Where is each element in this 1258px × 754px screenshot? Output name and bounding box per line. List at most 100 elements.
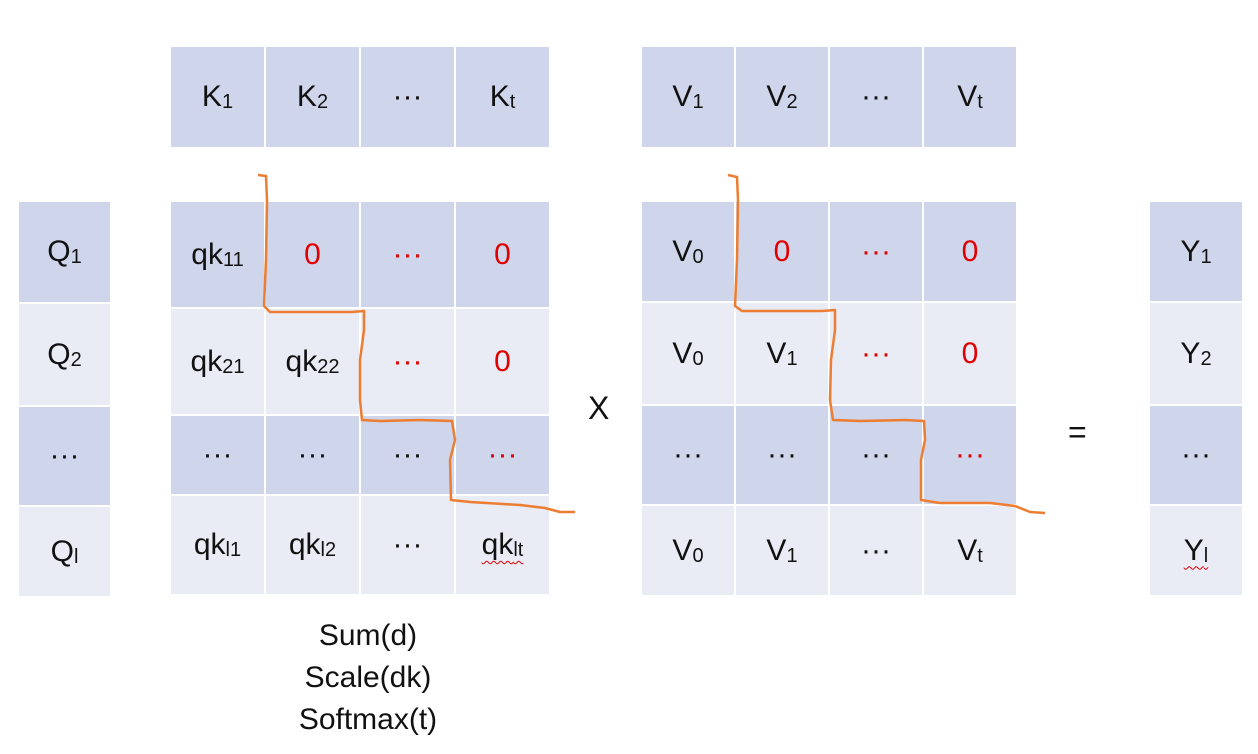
output-label: Y2	[1180, 337, 1211, 371]
query-subscript: 1	[70, 246, 82, 268]
value-matrix-label: ···	[673, 438, 703, 472]
qk-score-cell: qk21	[171, 309, 264, 414]
value-matrix-symbol: ···	[861, 336, 891, 370]
qk-score-cell: 0	[456, 202, 549, 307]
value-matrix-subscript: 0	[692, 245, 704, 268]
value-matrix-symbol: V	[672, 533, 693, 567]
query-cell: Q1	[19, 202, 110, 302]
output-symbol: Y	[1180, 336, 1201, 370]
qk-score-symbol: ···	[392, 528, 423, 561]
value-matrix-subscript: 0	[692, 544, 704, 567]
key-header-label: ···	[393, 80, 423, 114]
value-header-symbol: V	[672, 80, 693, 113]
qk-score-label: ···	[393, 528, 423, 562]
operation-softmax: Softmax(t)	[298, 703, 438, 736]
qk-score-cell: 0	[456, 309, 549, 414]
value-matrix-label: 0	[962, 337, 979, 371]
output-symbol: ···	[1181, 438, 1211, 471]
value-matrix-label: V0	[672, 337, 703, 371]
value-matrix-symbol: 0	[961, 336, 979, 370]
qk-score-label: qkl1	[194, 528, 241, 562]
qk-score-label: ···	[393, 238, 423, 272]
qk-score-symbol: ···	[487, 438, 518, 471]
value-matrix-label: Vt	[957, 534, 983, 568]
value-header-label: Vt	[957, 80, 983, 114]
value-matrix-subscript: t	[977, 544, 983, 567]
qk-score-label: qkl2	[289, 528, 336, 562]
qk-score-cell: ···	[361, 416, 454, 494]
value-matrix-subscript: 1	[786, 347, 798, 370]
qk-score-cell: ···	[456, 416, 549, 494]
value-matrix-cell: ···	[830, 506, 922, 595]
value-matrix-symbol: V	[766, 533, 787, 567]
query-label: ···	[50, 439, 80, 473]
query-cell: ···	[19, 407, 110, 505]
key-header-label: K1	[202, 80, 233, 114]
qk-score-label: qk21	[191, 345, 245, 379]
qk-score-cell: qkl2	[266, 496, 359, 594]
qk-score-matrix: qk11 0 ··· 0 qk21 qk22 ··· 0 ··· ··· ··· ··· qkl1 qkl…	[171, 202, 549, 594]
query-subscript: 2	[70, 348, 82, 371]
qk-score-cell: qk22	[266, 309, 359, 414]
qk-score-label: ···	[488, 438, 518, 472]
output-column: Y1 Y2 ··· Yl	[1150, 202, 1242, 595]
value-matrix-cell: V0	[642, 506, 734, 595]
qk-score-label: qk11	[191, 238, 243, 272]
qk-score-cell: ···	[171, 416, 264, 494]
value-matrix-label: ···	[767, 438, 797, 472]
output-label: Yl	[1184, 534, 1208, 568]
qk-score-subscript: 11	[222, 248, 244, 271]
value-matrix-label: V0	[672, 534, 703, 568]
value-matrix-subscript: 0	[692, 347, 704, 370]
output-subscript: l	[1203, 544, 1209, 567]
value-matrix-symbol: 0	[773, 234, 791, 268]
value-matrix-label: ···	[861, 235, 891, 269]
output-cell: Yl	[1150, 506, 1242, 595]
qk-score-symbol: ···	[297, 438, 328, 471]
qk-score-cell: ···	[361, 496, 454, 594]
value-matrix-label: ···	[861, 534, 891, 568]
query-label: Ql	[51, 535, 79, 569]
value-header-subscript: 1	[692, 91, 704, 113]
key-header-symbol: K	[296, 80, 317, 113]
value-matrix-symbol: ···	[861, 533, 891, 567]
value-matrix-cell: V1	[736, 303, 828, 404]
qk-score-subscript: 22	[317, 355, 340, 378]
value-header-symbol: ···	[861, 80, 891, 113]
qk-score-symbol: 0	[494, 237, 511, 271]
value-header-subscript: t	[977, 91, 983, 113]
qk-score-label: ···	[298, 438, 328, 472]
value-matrix-symbol: V	[672, 336, 693, 370]
value-matrix-label: V0	[672, 235, 703, 269]
value-matrix-cell: ···	[830, 303, 922, 404]
qk-score-cell: ···	[361, 202, 454, 307]
value-matrix-cell: 0	[736, 202, 828, 301]
value-matrix-symbol: ···	[955, 438, 985, 471]
value-matrix-cell: V0	[642, 202, 734, 301]
value-matrix-symbol: V	[766, 336, 787, 370]
qk-score-symbol: qk	[288, 528, 321, 561]
qk-score-symbol: qk	[285, 344, 318, 378]
query-symbol: ···	[49, 439, 80, 472]
key-header-subscript: t	[509, 91, 516, 113]
value-header-symbol: V	[766, 80, 787, 113]
value-matrix-symbol: V	[672, 234, 693, 268]
key-header-subscript: 2	[316, 91, 329, 113]
value-header-label: V2	[766, 80, 797, 114]
qk-score-cell: 0	[266, 202, 359, 307]
value-matrix-cell: 0	[924, 202, 1016, 301]
key-header-cell: K2	[266, 47, 359, 147]
value-matrix-cell: V0	[642, 303, 734, 404]
output-symbol: Y	[1180, 234, 1201, 268]
qk-score-cell: ···	[361, 309, 454, 414]
query-label: Q1	[47, 235, 81, 269]
value-header-row: V1 V2 ··· Vt	[642, 47, 1016, 147]
value-header-cell: ···	[830, 47, 922, 147]
value-header-subscript: 2	[786, 91, 798, 113]
value-matrix-label: V1	[766, 337, 797, 371]
qk-score-label: 0	[494, 238, 511, 272]
output-label: Y1	[1180, 235, 1211, 269]
equals-operator: =	[1068, 414, 1087, 450]
value-matrix: V0 0 ··· 0 V0 V1 ··· 0 ··· ··· ··· ··· V0 V1 ··· Vt	[642, 202, 1016, 595]
output-subscript: 2	[1200, 347, 1212, 370]
